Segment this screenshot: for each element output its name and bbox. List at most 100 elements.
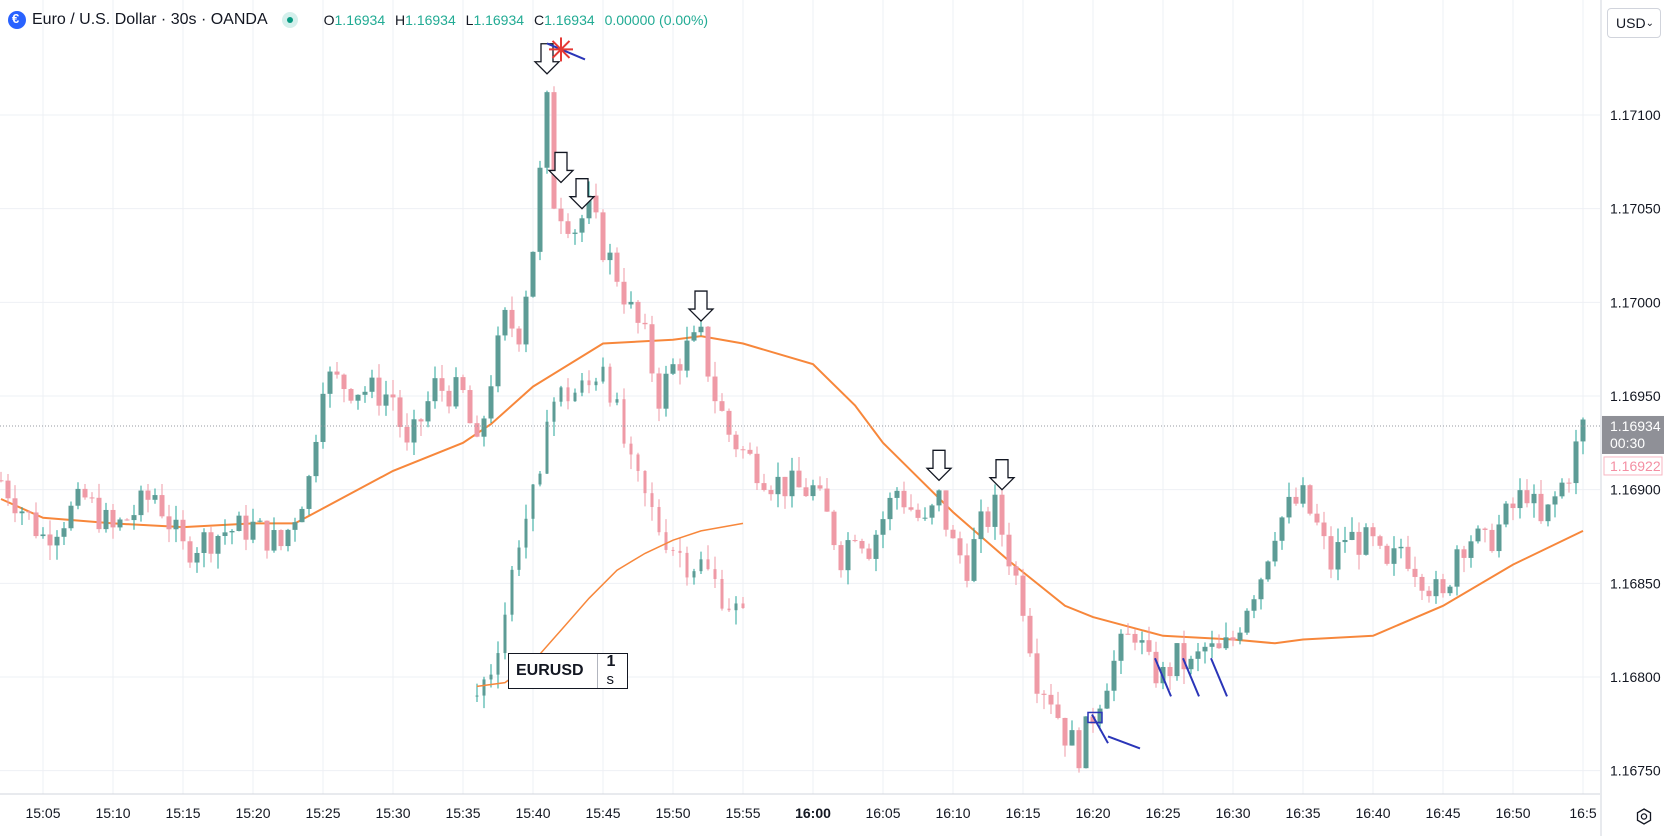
candle-body — [1580, 419, 1586, 442]
candle — [131, 504, 137, 530]
candle — [866, 543, 872, 561]
symbol-title[interactable]: Euro / U.S. Dollar · 30s · OANDA — [32, 11, 268, 28]
candle — [1363, 523, 1369, 556]
candle — [1020, 568, 1026, 622]
market-open-icon[interactable] — [281, 12, 298, 28]
settings-icon[interactable] — [1631, 804, 1657, 830]
candle-body — [915, 509, 921, 518]
time-axis[interactable]: 15:05 15:10 15:15 15:20 15:25 15:30 15:35 15:40… — [0, 793, 1600, 821]
candle-body — [607, 252, 613, 261]
candle — [180, 510, 186, 550]
candle-body — [145, 490, 151, 500]
candle-body — [1307, 485, 1313, 514]
candle-body — [1041, 693, 1047, 695]
inset-candle — [552, 397, 556, 436]
inset-candle — [559, 385, 563, 407]
down-arrow-icon — [568, 178, 596, 210]
price-tick-label: 1.17100 — [1610, 107, 1661, 123]
candle-body — [775, 476, 781, 495]
candle — [1419, 573, 1425, 601]
time-tick-label: 15:10 — [95, 805, 130, 821]
candle-body — [671, 549, 675, 551]
candle — [1146, 626, 1152, 656]
candle-body — [68, 505, 74, 529]
candle-body — [397, 397, 403, 427]
candle — [1293, 487, 1299, 506]
candle — [439, 364, 445, 402]
candle-body — [236, 515, 242, 531]
inset-candle — [713, 556, 717, 589]
time-tick-label: 16:25 — [1145, 805, 1180, 821]
time-tick-label: 15:45 — [585, 805, 620, 821]
candle-body — [908, 507, 914, 510]
down-arrow-icon — [988, 459, 1016, 491]
candle-body — [355, 394, 361, 401]
candle-body — [579, 218, 585, 233]
candle-body — [1020, 575, 1026, 616]
candle — [208, 526, 214, 563]
candle-body — [635, 301, 641, 323]
ma-line — [0, 335, 1584, 645]
time-tick-label: 16:10 — [935, 805, 970, 821]
candle-body — [656, 373, 662, 409]
candle — [579, 214, 585, 243]
candle-body — [705, 326, 711, 377]
candle-body — [1454, 549, 1460, 587]
inset-candle — [608, 363, 612, 407]
chevron-down-icon: ⌄ — [1645, 17, 1654, 29]
candle — [1573, 429, 1579, 495]
candle — [1328, 526, 1334, 579]
candle-body — [1398, 546, 1404, 549]
candle-body — [1230, 637, 1236, 641]
currency-selector[interactable]: USD ⌄ — [1607, 8, 1661, 38]
candle — [96, 483, 102, 533]
candle-body — [936, 490, 942, 506]
candle-body — [559, 387, 563, 402]
candle — [1013, 561, 1019, 586]
candle-body — [383, 394, 389, 406]
candle-body — [810, 485, 816, 497]
candle — [1125, 623, 1131, 635]
candle — [376, 364, 382, 416]
candle — [537, 160, 543, 261]
candle-body — [89, 497, 95, 499]
candle — [1524, 479, 1530, 508]
candle — [432, 366, 438, 409]
candle-body — [1139, 640, 1145, 643]
candle-body — [495, 335, 501, 387]
close-label: C — [533, 12, 545, 28]
candle — [887, 492, 893, 531]
candle-body — [250, 521, 256, 540]
candle-body — [887, 497, 893, 520]
candle — [488, 375, 494, 424]
candle — [1167, 662, 1173, 690]
candle — [173, 505, 179, 543]
candle — [670, 358, 676, 376]
candle — [40, 527, 46, 539]
candle — [313, 434, 319, 483]
candle-body — [572, 232, 578, 234]
candle — [957, 531, 963, 564]
candle-body — [712, 376, 718, 402]
candle-body — [1006, 534, 1012, 567]
candle-body — [19, 511, 25, 514]
candle-body — [691, 332, 697, 341]
candle-body — [880, 519, 886, 535]
candle — [1447, 584, 1453, 596]
candle — [733, 431, 739, 458]
candle-body — [313, 441, 319, 477]
candle — [1531, 484, 1537, 518]
trend-mark — [1210, 657, 1228, 697]
candle — [698, 321, 704, 336]
time-tick-label: 16:50 — [1495, 805, 1530, 821]
candle-body — [1419, 576, 1425, 591]
candle-body — [411, 419, 417, 443]
candle-body — [390, 394, 396, 398]
candle — [1104, 683, 1110, 710]
candle-body — [594, 381, 598, 386]
candle-body — [1048, 694, 1054, 705]
inset-candle — [706, 545, 710, 571]
candlestick-series — [0, 86, 1586, 773]
